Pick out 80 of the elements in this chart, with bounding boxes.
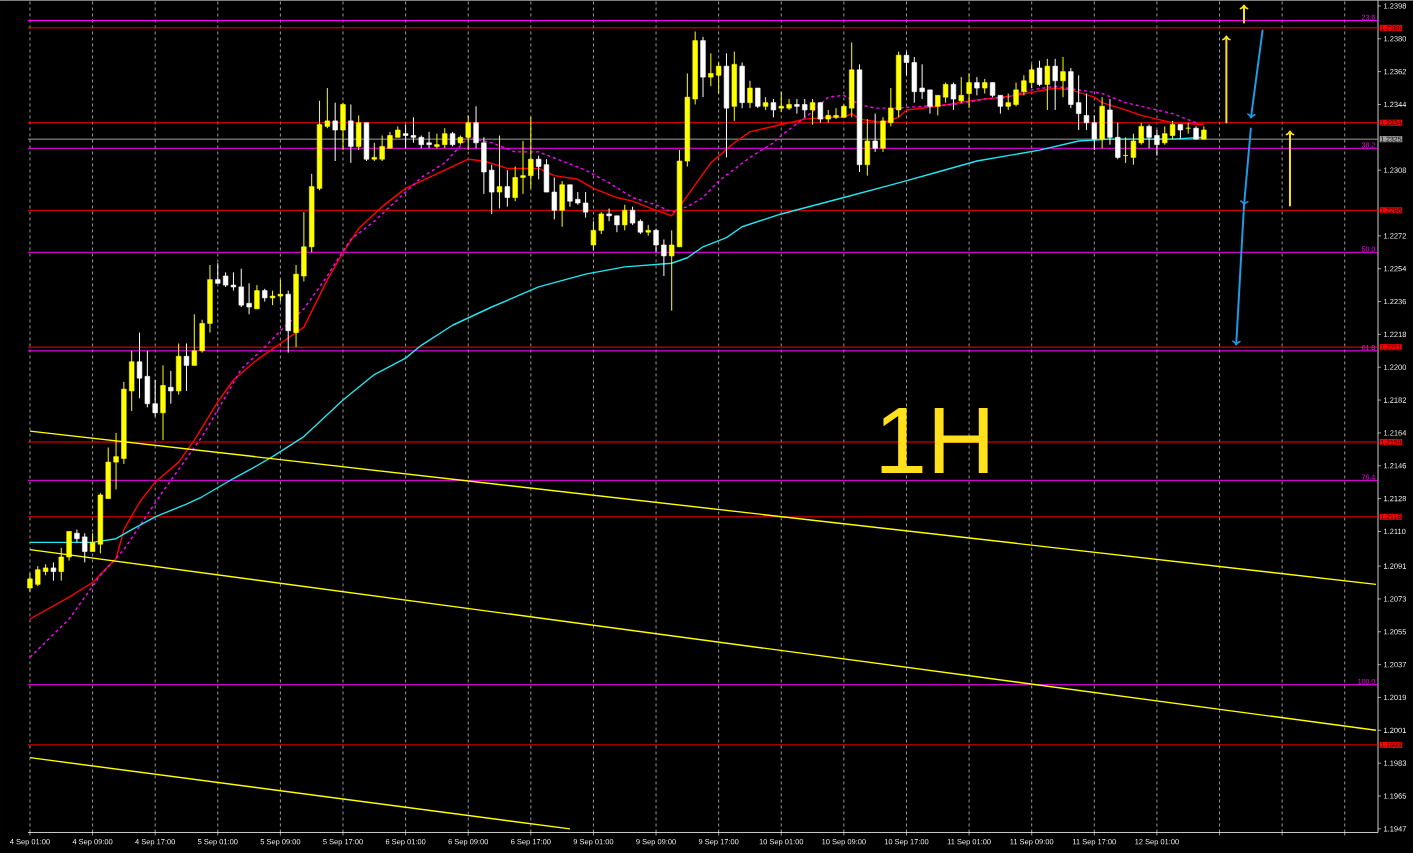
candlestick [1169, 120, 1176, 140]
candlestick [50, 561, 57, 581]
candlestick [152, 379, 158, 417]
candlestick [520, 140, 526, 195]
candlestick [27, 572, 33, 592]
candlestick [489, 163, 495, 215]
candlestick [1029, 63, 1035, 89]
candlestick [238, 267, 244, 308]
candlestick [872, 112, 878, 153]
candlestick [442, 127, 448, 149]
candlestick [496, 134, 503, 209]
candlestick [254, 284, 260, 310]
candlestick [958, 76, 964, 103]
candlestick [1021, 74, 1027, 96]
candlestick [1162, 125, 1168, 145]
candlestick [183, 342, 190, 392]
candlestick [1154, 129, 1160, 156]
candlestick [1060, 56, 1066, 98]
candlestick [371, 142, 377, 162]
candlestick [168, 370, 174, 404]
candlestick [755, 87, 761, 109]
candlestick [708, 52, 714, 87]
candlestick [567, 184, 573, 207]
candlestick [74, 528, 80, 543]
candlestick [927, 89, 933, 114]
candlestick [935, 94, 941, 116]
candlestick [919, 63, 925, 100]
candlestick [1013, 81, 1019, 107]
candlestick [246, 282, 252, 315]
candlestick [82, 532, 88, 563]
candlestick [465, 114, 471, 151]
candlestick [528, 116, 534, 189]
candlestick [356, 114, 362, 151]
candlestick [1138, 121, 1144, 145]
candlestick [888, 87, 894, 127]
candlestick [35, 565, 41, 587]
candlestick [379, 134, 385, 162]
candlestick [1115, 121, 1121, 160]
candlestick [1044, 58, 1050, 111]
candlestick [215, 262, 221, 284]
candlestick [669, 229, 675, 311]
candlestick [551, 176, 557, 220]
candlestick [950, 81, 957, 111]
candlestick [653, 227, 659, 253]
candlestick [598, 211, 604, 235]
candlestick [473, 105, 479, 149]
candlestick [606, 207, 612, 222]
candlestick [716, 61, 722, 94]
candlestick [864, 118, 870, 176]
candlestick [434, 132, 440, 149]
candlestick [942, 81, 949, 103]
candlestick [1083, 92, 1090, 131]
candlestick [786, 98, 792, 111]
candlestick [1091, 114, 1097, 151]
candlestick [809, 98, 816, 125]
candlestick [191, 313, 197, 366]
candlestick [512, 165, 518, 202]
candlestick [661, 238, 667, 277]
candlestick [974, 76, 980, 96]
candlestick [833, 107, 839, 120]
candlestick [966, 72, 972, 109]
candlestick [1036, 59, 1043, 87]
candlestick [582, 191, 589, 218]
candlestick [1052, 58, 1058, 111]
annotation: 1H [881, 407, 988, 473]
candlestick [903, 50, 910, 76]
candlestick [1130, 132, 1137, 165]
candlestick [590, 220, 597, 251]
candlestick [802, 98, 808, 118]
candlestick [747, 80, 753, 109]
candlestick [332, 101, 338, 162]
candlestick [778, 90, 784, 113]
candlestick [1076, 74, 1082, 131]
candlestick [770, 98, 777, 118]
candlestick [817, 101, 824, 123]
candlestick [794, 98, 800, 114]
candlestick [1146, 123, 1152, 149]
candlestick [622, 204, 628, 231]
candlestick [504, 169, 510, 207]
candlestick [426, 131, 432, 149]
